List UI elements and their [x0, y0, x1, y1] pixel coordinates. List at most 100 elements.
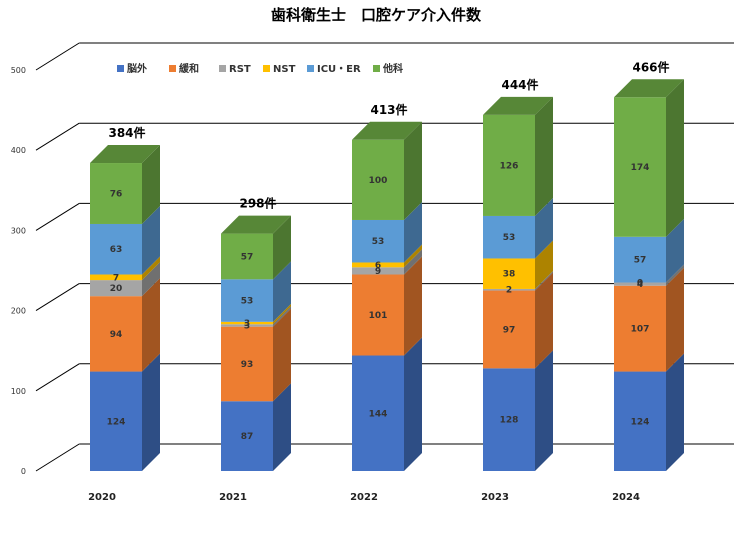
bar-segment-side: [404, 256, 422, 356]
bar-top: [90, 145, 160, 164]
legend-swatch: [117, 65, 124, 72]
data-label: 126: [500, 161, 519, 171]
bar-segment-side: [666, 264, 684, 286]
data-label: 0: [637, 279, 643, 289]
legend-swatch: [169, 65, 176, 72]
total-label: 444件: [501, 77, 538, 92]
bar-segment: [614, 282, 666, 286]
bar-segment-side: [666, 267, 684, 372]
bar-segment: [90, 296, 142, 372]
bar-top: [221, 215, 291, 234]
data-label: 3: [244, 319, 250, 329]
x-tick-label: 2021: [219, 492, 247, 503]
bar-segment: [614, 236, 666, 283]
data-label: 38: [503, 270, 516, 280]
bar-segment-side: [535, 197, 553, 259]
bar-segment-side: [535, 350, 553, 471]
bar-segment-side: [142, 256, 160, 281]
bar-segment-side: [273, 303, 291, 325]
legend-item: NST: [263, 64, 296, 75]
legend-item: 他科: [373, 62, 403, 75]
gridline-depth: [35, 202, 80, 231]
legend-swatch: [307, 65, 314, 72]
bar-stack: 144 101 96 53 100 413件: [352, 102, 422, 471]
bar-segment-side: [273, 306, 291, 327]
gridline-depth: [35, 443, 80, 472]
total-label: 466件: [632, 59, 669, 74]
bar-segment-side: [142, 353, 160, 471]
bar-segment: [90, 163, 142, 224]
bar-segment: [221, 321, 273, 325]
bar-segment: [90, 274, 142, 281]
data-label: 57: [634, 256, 647, 266]
bar-segment: [614, 97, 666, 237]
gridline-depth: [35, 42, 80, 71]
data-label: 63: [110, 245, 123, 255]
data-label: 93: [241, 360, 254, 370]
bar-segment: [483, 290, 535, 369]
data-label: 9: [375, 267, 381, 277]
bar-segment-side: [404, 249, 422, 275]
data-label: 76: [110, 190, 123, 200]
bar-segment-side: [142, 145, 160, 224]
bar-segment-side: [535, 96, 553, 216]
bar-segment: [483, 368, 535, 471]
legend-label: RST: [229, 64, 251, 75]
data-label: 87: [241, 432, 254, 442]
bar-segment: [221, 401, 273, 471]
data-label: 101: [369, 311, 388, 321]
legend-item: RST: [219, 64, 251, 75]
data-label: 53: [241, 297, 254, 307]
bar-segment: [90, 223, 142, 275]
legend-item: 緩和: [169, 62, 199, 75]
data-label: 94: [110, 330, 123, 340]
bar-segment: [483, 258, 535, 289]
bar-segment: [352, 139, 404, 220]
data-label: 128: [500, 416, 519, 426]
bar-segment-side: [666, 353, 684, 471]
y-tick-label: 200: [11, 307, 26, 316]
bar-segment: [221, 326, 273, 402]
gridline-depth: [35, 363, 80, 392]
bar-stack: 124 94 207 63 76 384件: [90, 125, 160, 471]
bar-segment: [221, 324, 273, 327]
data-label: 6: [375, 261, 381, 271]
bar-segment-side: [666, 218, 684, 283]
data-label: 57: [241, 252, 254, 262]
bar-segment-side: [142, 205, 160, 275]
bar-top: [614, 79, 684, 98]
total-label: 413件: [370, 102, 407, 117]
bar-segment: [352, 219, 404, 263]
x-tick-label: 2023: [481, 492, 509, 503]
bar-segment: [483, 215, 535, 259]
bar-segment-side: [142, 262, 160, 297]
legend-label: NST: [273, 64, 296, 75]
data-label: 174: [631, 163, 650, 173]
bar-segment-side: [273, 383, 291, 471]
bar-segment-side: [666, 79, 684, 237]
data-label: 20: [110, 284, 123, 294]
x-axis: 2020 2021 2022 2023 2024: [88, 492, 640, 503]
data-label: 124: [631, 417, 650, 427]
data-label: 124: [107, 417, 126, 427]
bar-segment-side: [273, 261, 291, 322]
data-label: 7: [113, 273, 119, 283]
data-label: 144: [369, 409, 388, 419]
bar-segment-side: [535, 240, 553, 289]
legend-label: 脳外: [127, 62, 147, 75]
data-label: 100: [369, 176, 388, 186]
total-label: 384件: [108, 125, 145, 140]
data-label: 3: [244, 321, 250, 331]
y-tick-label: 0: [21, 467, 26, 476]
bar-segment: [614, 371, 666, 471]
legend-label: ICU・ER: [317, 64, 361, 75]
legend: 脳外 緩和 RST NST ICU・ER 他科: [117, 62, 403, 75]
bar-segment: [352, 274, 404, 356]
bar-segment: [90, 371, 142, 471]
data-label: 107: [631, 325, 650, 335]
bar-segment: [90, 280, 142, 297]
y-tick-label: 100: [11, 387, 26, 396]
data-label: 4: [637, 280, 643, 290]
x-tick-label: 2024: [612, 492, 640, 503]
